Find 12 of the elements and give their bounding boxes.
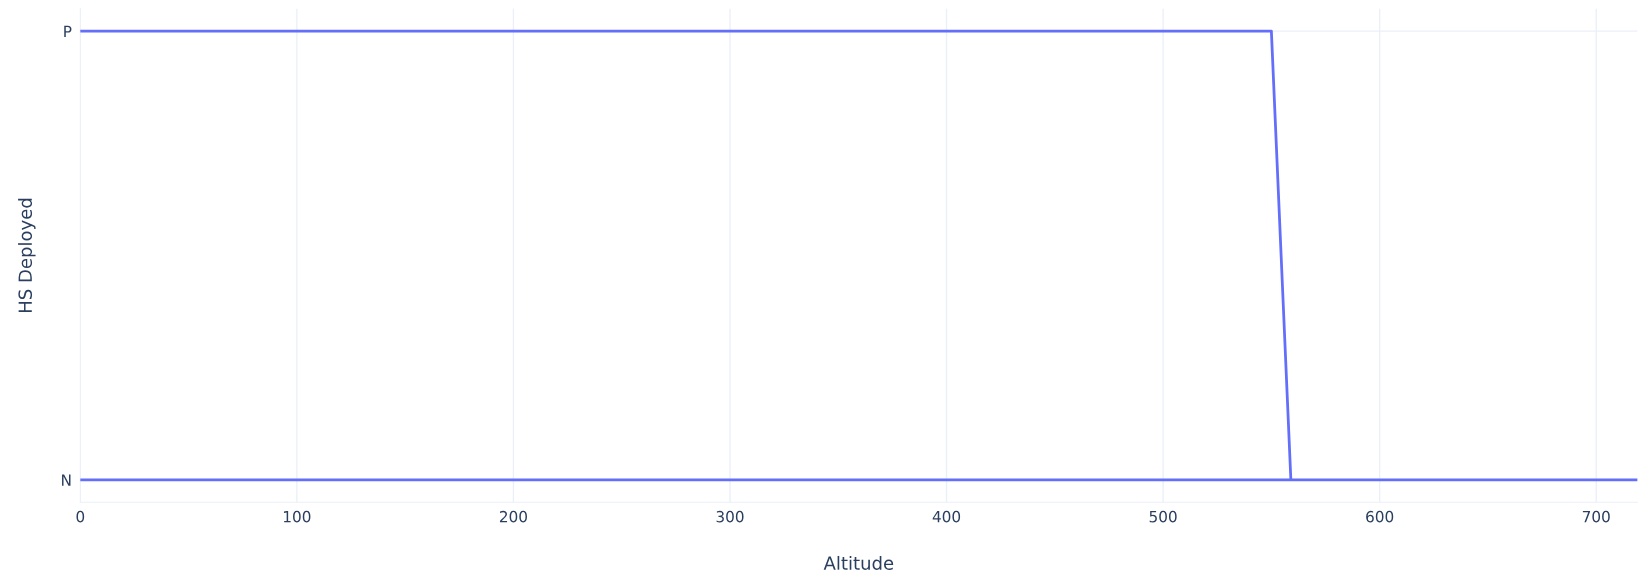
x-tick-label: 300	[716, 510, 744, 523]
x-tick-label: 500	[1149, 510, 1177, 523]
annotation: P	[64, 25, 72, 37]
x-tick-label: 0	[76, 510, 85, 523]
x-axis-title: Altitude	[823, 555, 894, 570]
y-axis-title: HS Deployed	[18, 198, 36, 313]
annotation: N	[62, 474, 71, 486]
x-tick-label: 600	[1366, 510, 1394, 523]
x-tick-label: 400	[932, 510, 961, 523]
x-tick-label: 100	[283, 510, 311, 523]
x-tick-label: 200	[499, 510, 527, 523]
x-tick-label: 700	[1582, 510, 1610, 523]
